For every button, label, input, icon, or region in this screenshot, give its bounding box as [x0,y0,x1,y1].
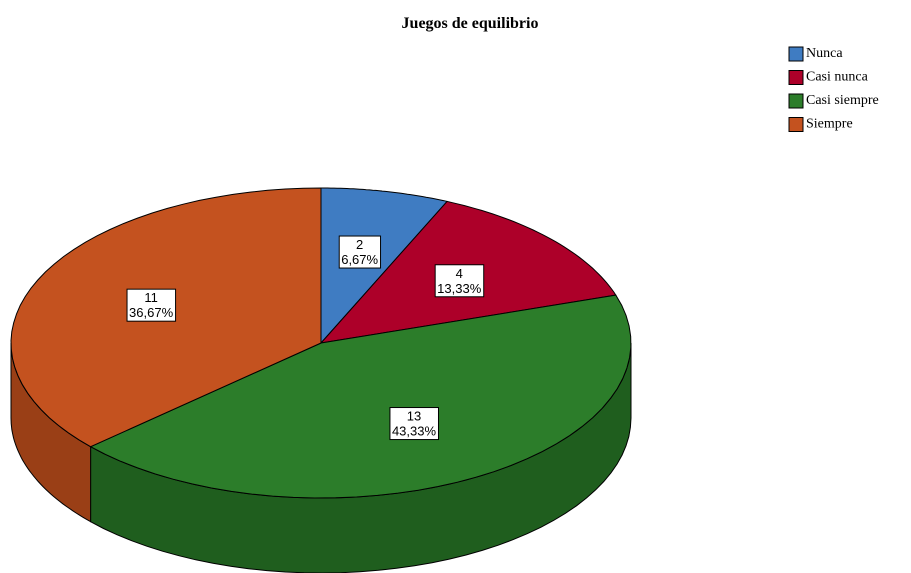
data-label-percent: 13,33% [437,281,482,296]
data-label: 413,33% [434,264,485,298]
pie-slice [89,294,632,499]
data-label-percent: 36,67% [129,305,174,320]
data-label-box [389,407,439,441]
legend-swatch [788,117,804,132]
data-label: 26,67% [338,235,382,269]
data-label-count: 13 [407,409,421,424]
legend-label: Siempre [806,117,853,132]
data-label-count: 2 [356,237,363,252]
data-label-percent: 6,67% [341,252,378,267]
legend-swatch [788,46,804,62]
legend-label: Casi nunca [806,70,869,85]
data-label-count: 11 [144,290,158,305]
legend-swatch [788,93,804,109]
data-label-box [338,235,382,269]
data-label-box [434,264,485,298]
legend-label: Casi siempre [806,93,879,108]
data-label-count: 4 [456,266,463,281]
legend-swatch [788,70,804,85]
legend-label: Nunca [806,46,843,61]
data-label-percent: 43,33% [392,424,437,439]
chart-title: Juegos de equilibrio [402,15,539,32]
data-label-box [126,288,177,322]
pie-slice [320,187,449,345]
